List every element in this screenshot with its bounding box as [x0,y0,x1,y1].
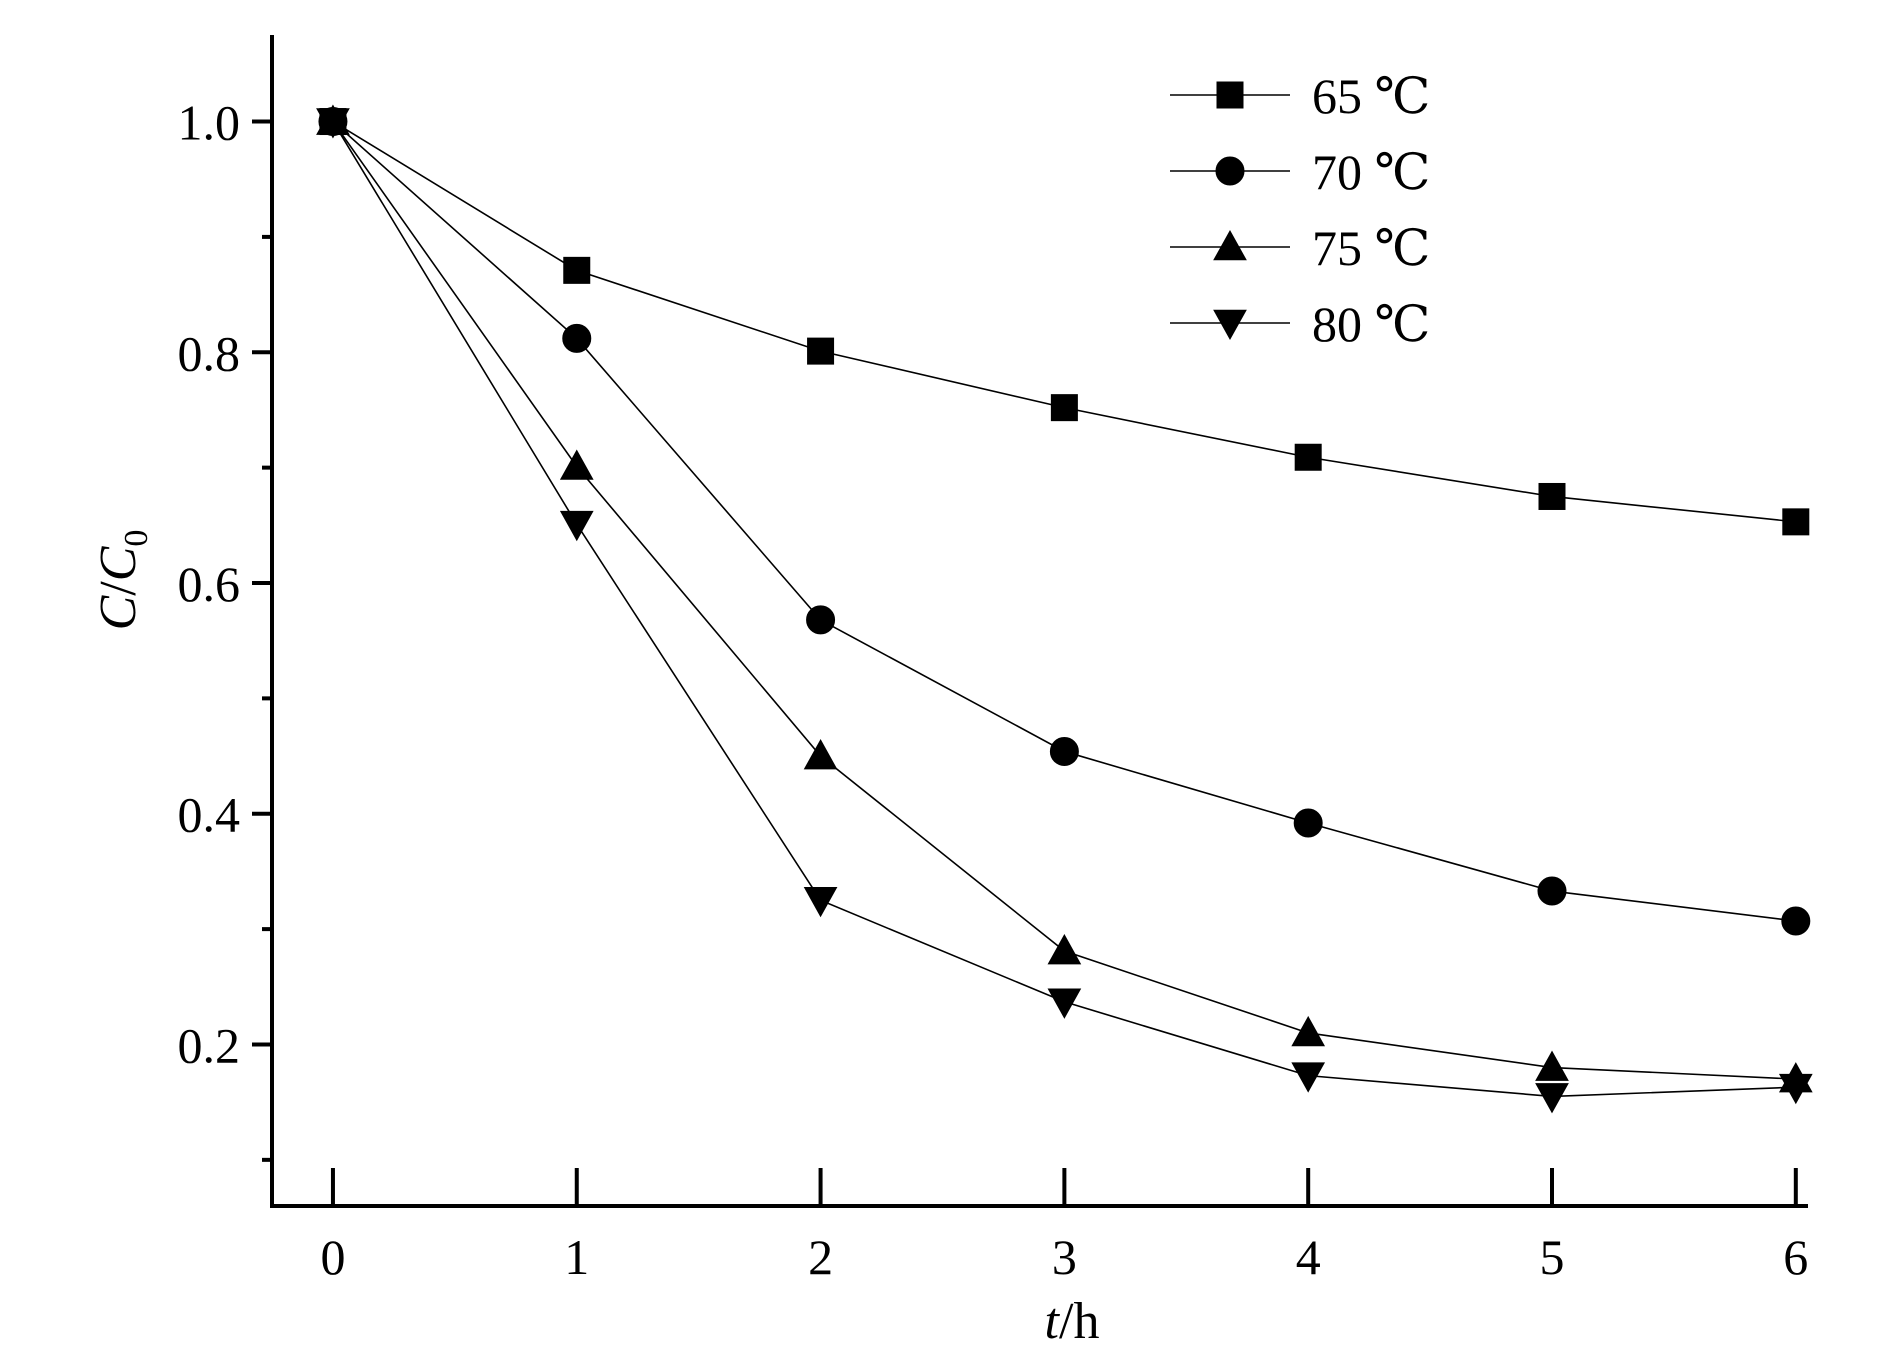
data-point-square [1294,443,1322,471]
y-tick-label: 0.4 [178,787,241,843]
legend-label: 70 ℃ [1312,144,1430,200]
y-axis-title-c0: C [90,545,147,581]
data-point-square [1782,508,1810,536]
x-axis-title-var: t [1045,1293,1061,1350]
x-tick-label: 3 [1052,1229,1077,1285]
y-axis-title-slash: / [90,581,147,596]
legend-label: 75 ℃ [1312,220,1430,276]
data-point-circle [1781,906,1811,936]
y-axis-title-c: C [90,594,147,630]
data-point-circle [562,323,592,353]
x-tick-label: 6 [1783,1229,1808,1285]
data-point-circle [806,605,836,635]
series-1 [319,108,1810,536]
data-point-triangle-down [1535,1083,1569,1114]
data-point-triangle-down [1778,1073,1813,1105]
series-line [332,120,1796,922]
y-tick-label: 0.6 [178,556,241,612]
data-point-triangle-down [316,108,350,139]
x-tick-label: 2 [808,1229,833,1285]
legend-label: 65 ℃ [1312,68,1430,124]
y-tick-label: 0.2 [178,1017,241,1073]
legend-marker-circle [1215,156,1245,186]
legend-item: 65 ℃ [1170,68,1430,124]
x-tick-label: 4 [1296,1229,1321,1285]
legend-marker-triangle-down [1213,309,1247,341]
data-point-triangle-up [1535,1050,1569,1081]
x-tick-label: 0 [320,1229,345,1285]
legend-item: 75 ℃ [1170,220,1430,276]
y-axis-title-subscript: 0 [118,530,155,547]
data-point-square [1538,482,1566,510]
data-point-circle [1049,736,1079,766]
y-tick-label: 0.8 [178,325,241,381]
x-tick-label: 5 [1540,1229,1565,1285]
data-point-triangle-down [1291,1062,1326,1093]
x-axis-title: t/h [1045,1293,1100,1350]
data-point-triangle-up [1291,1015,1326,1047]
data-point-triangle-down [803,886,838,918]
legend: 65 ℃ 70 ℃ 75 ℃ 80 ℃ [1170,68,1430,352]
data-point-triangle-up [1047,934,1082,965]
series-group [316,104,1813,1114]
x-tick-label: 1 [564,1229,589,1285]
data-point-circle [1293,808,1323,838]
series-4 [316,108,1813,1114]
y-axis-title: C/C0 [90,530,155,631]
data-point-triangle-down [1047,988,1082,1019]
series-2 [318,107,1811,936]
series-line [332,120,1796,523]
data-point-square [807,337,835,365]
y-tick-label: 1.0 [178,95,241,151]
legend-item: 80 ℃ [1170,296,1430,352]
data-point-circle [1537,876,1567,906]
x-axis-title-unit: /h [1059,1293,1099,1350]
data-point-square [1050,394,1078,422]
legend-marker-square [1216,81,1244,109]
legend-item: 70 ℃ [1170,144,1430,200]
data-point-triangle-up [559,449,594,480]
data-point-square [563,256,591,284]
x-ticks: 0 1 2 3 4 5 6 [320,1168,1808,1285]
axes [270,35,1808,1208]
legend-label: 80 ℃ [1312,296,1430,352]
series-3 [316,104,1813,1093]
data-point-triangle-up [803,739,838,770]
y-ticks: 0.2 0.4 0.6 0.8 1.0 [178,95,272,1162]
data-point-triangle-down [559,510,594,542]
legend-marker-triangle-up [1213,229,1247,261]
